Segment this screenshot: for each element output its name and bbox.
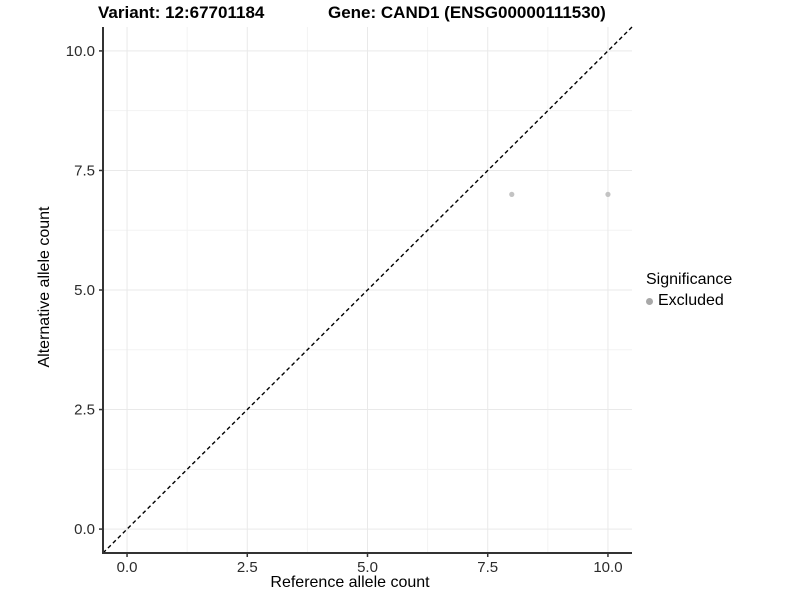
y-tick-label: 10.0 <box>66 43 95 60</box>
y-axis-title: Alternative allele count <box>36 206 53 368</box>
legend-title: Significance <box>646 271 733 288</box>
plot-title-variant: Variant: 12:67701184 <box>98 3 265 22</box>
legend: Significance Excluded <box>646 271 732 310</box>
identity-dashed-line <box>102 26 633 554</box>
data-point <box>509 191 515 197</box>
x-tick-label: 10.0 <box>593 559 622 576</box>
y-tick-label: 2.5 <box>74 402 95 419</box>
x-tick-label: 5.0 <box>357 559 378 576</box>
x-tick-label: 7.5 <box>477 559 498 576</box>
x-axis-title: Reference allele count <box>270 574 430 591</box>
y-tick-label: 7.5 <box>74 162 95 179</box>
x-tick-label: 2.5 <box>237 559 258 576</box>
y-tick-label: 5.0 <box>74 282 95 299</box>
data-point <box>605 191 611 197</box>
legend-item-excluded: Excluded <box>646 292 732 310</box>
plot-title-gene: Gene: CAND1 (ENSG00000111530) <box>328 3 606 22</box>
x-tick-label: 0.0 <box>117 559 138 576</box>
legend-item-label: Excluded <box>658 292 724 309</box>
excluded-point-icon <box>646 297 653 305</box>
y-tick-label: 0.0 <box>74 521 95 538</box>
axis-lines <box>102 27 632 554</box>
